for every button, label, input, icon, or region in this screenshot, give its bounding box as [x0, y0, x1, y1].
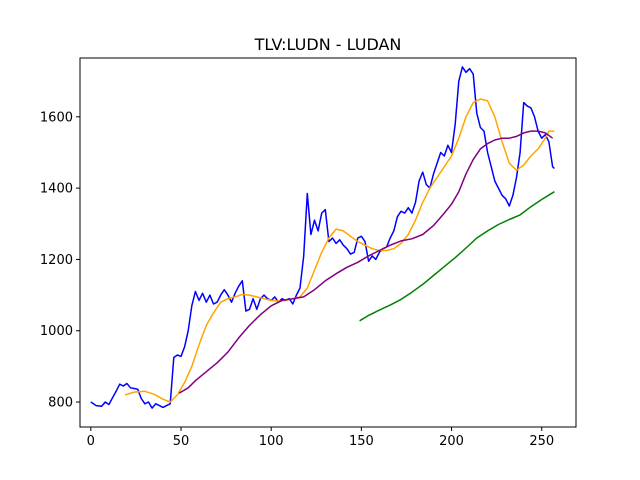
x-tick-label: 150: [349, 434, 374, 449]
y-tick-label: 800: [48, 396, 73, 411]
x-tick-label: 100: [259, 434, 284, 449]
x-tick-label: 250: [529, 434, 554, 449]
y-tick-label: 1200: [40, 253, 73, 268]
series-line-2: [124, 98, 555, 403]
series-layer: [90, 66, 555, 409]
plot-frame: [79, 57, 577, 428]
y-tick-label: 1400: [40, 182, 73, 197]
series-line-1: [90, 66, 555, 409]
x-tick-label: 0: [87, 434, 95, 449]
x-tick-label: 200: [439, 434, 464, 449]
series-line-4: [359, 191, 555, 322]
x-axis: 0 50 100 150 200 250: [87, 427, 554, 449]
chart-title: TLV:LUDN - LUDAN: [254, 35, 402, 54]
series-line-3: [178, 130, 554, 394]
y-tick-label: 1600: [40, 110, 73, 125]
y-tick-label: 1000: [40, 324, 73, 339]
x-tick-label: 50: [173, 434, 190, 449]
y-axis: 800 1000 1200 1400 1600: [40, 110, 80, 411]
